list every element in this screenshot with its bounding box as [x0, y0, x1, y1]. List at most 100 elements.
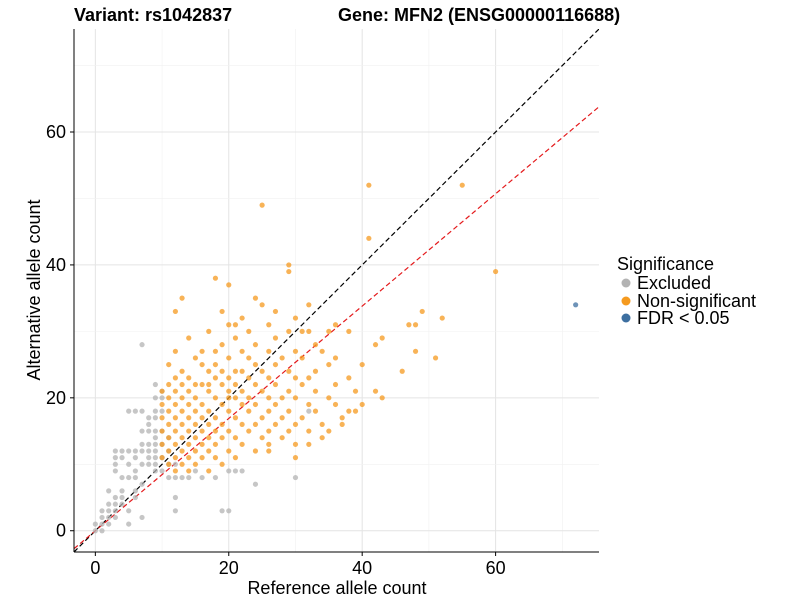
data-point-non-significant — [206, 448, 212, 454]
data-point-non-significant — [192, 381, 199, 388]
data-point-non-significant — [159, 455, 165, 461]
data-point-non-significant — [226, 408, 232, 414]
data-point-excluded — [226, 468, 232, 474]
reference-line-fit — [74, 106, 599, 550]
data-point-non-significant — [252, 295, 259, 301]
data-point-excluded — [132, 468, 138, 474]
data-point-non-significant — [172, 428, 178, 434]
data-point-excluded — [132, 488, 138, 494]
data-point-non-significant — [406, 322, 412, 328]
data-point-non-significant — [272, 335, 279, 341]
data-point-non-significant — [339, 415, 345, 421]
data-point-non-significant — [179, 408, 185, 414]
data-point-non-significant — [359, 361, 365, 368]
data-point-excluded — [132, 448, 138, 454]
data-point-non-significant — [219, 342, 225, 348]
data-point-non-significant — [279, 415, 285, 421]
data-point-non-significant — [319, 435, 325, 441]
data-point-non-significant — [292, 375, 299, 381]
data-point-excluded — [146, 448, 152, 454]
data-point-non-significant — [206, 421, 212, 428]
y-tick-label: 20 — [46, 388, 66, 408]
data-point-fdr-0-05 — [573, 302, 579, 308]
data-point-excluded — [119, 494, 125, 501]
chart-title-gene: Gene: MFN2 (ENSG00000116688) — [338, 5, 620, 25]
data-point-excluded — [212, 474, 219, 481]
data-point-excluded — [172, 508, 178, 514]
data-point-non-significant — [179, 435, 185, 441]
data-point-non-significant — [232, 455, 239, 461]
data-point-non-significant — [232, 395, 239, 401]
data-point-excluded — [126, 474, 132, 481]
data-point-excluded — [99, 514, 105, 521]
data-point-non-significant — [292, 455, 299, 461]
data-point-excluded — [112, 494, 118, 501]
data-point-excluded — [99, 508, 105, 514]
data-point-non-significant — [266, 441, 272, 447]
x-tick-label: 20 — [219, 558, 239, 578]
data-point-non-significant — [172, 468, 178, 474]
data-point-non-significant — [179, 461, 185, 467]
data-point-non-significant — [352, 388, 359, 394]
data-point-non-significant — [199, 455, 205, 461]
data-point-non-significant — [166, 421, 172, 428]
data-point-non-significant — [319, 348, 325, 354]
data-point-non-significant — [192, 448, 199, 454]
reference-line-identity — [74, 29, 599, 552]
data-point-non-significant — [226, 388, 232, 394]
data-point-non-significant — [172, 455, 178, 461]
data-point-non-significant — [266, 348, 272, 354]
data-point-non-significant — [206, 468, 212, 474]
data-point-non-significant — [259, 368, 265, 374]
x-tick-label: 60 — [486, 558, 506, 578]
data-point-non-significant — [366, 235, 372, 241]
data-point-non-significant — [226, 355, 232, 361]
data-point-non-significant — [232, 368, 239, 374]
data-point-non-significant — [239, 315, 245, 321]
data-point-non-significant — [192, 421, 199, 428]
data-point-excluded — [152, 435, 158, 441]
data-point-non-significant — [172, 308, 178, 315]
data-point-non-significant — [199, 401, 205, 408]
data-point-non-significant — [219, 461, 225, 467]
data-point-non-significant — [172, 348, 178, 354]
data-point-excluded — [146, 415, 152, 421]
y-tick-label: 0 — [56, 521, 66, 541]
data-point-non-significant — [212, 455, 219, 461]
data-point-non-significant — [419, 308, 425, 315]
data-point-excluded — [152, 381, 158, 388]
data-point-non-significant — [179, 395, 185, 401]
data-point-non-significant — [219, 381, 225, 388]
data-point-non-significant — [252, 448, 259, 454]
data-point-non-significant — [286, 328, 292, 334]
data-point-non-significant — [172, 375, 178, 381]
data-point-non-significant — [279, 395, 285, 401]
data-point-excluded — [139, 461, 145, 467]
data-point-non-significant — [246, 395, 252, 401]
data-point-non-significant — [166, 408, 172, 414]
data-point-non-significant — [179, 421, 185, 428]
data-point-non-significant — [332, 322, 339, 328]
data-point-excluded — [292, 474, 299, 481]
data-point-non-significant — [259, 302, 265, 308]
data-point-non-significant — [226, 282, 232, 288]
data-point-non-significant — [306, 375, 312, 381]
data-point-non-significant — [159, 441, 165, 447]
data-point-non-significant — [239, 421, 245, 428]
data-point-non-significant — [266, 322, 272, 328]
data-point-excluded — [126, 408, 132, 414]
data-point-non-significant — [166, 435, 172, 441]
data-point-excluded — [126, 508, 132, 514]
data-point-non-significant — [266, 395, 272, 401]
data-point-non-significant — [159, 388, 165, 394]
data-point-non-significant — [159, 401, 165, 408]
data-point-excluded — [152, 448, 158, 454]
data-point-non-significant — [292, 348, 299, 354]
data-point-non-significant — [186, 335, 192, 341]
data-point-non-significant — [199, 415, 205, 421]
data-point-excluded — [92, 528, 98, 534]
data-point-excluded — [106, 521, 112, 527]
data-point-non-significant — [332, 355, 339, 361]
x-tick-label: 0 — [90, 558, 100, 578]
data-point-non-significant — [272, 421, 279, 428]
